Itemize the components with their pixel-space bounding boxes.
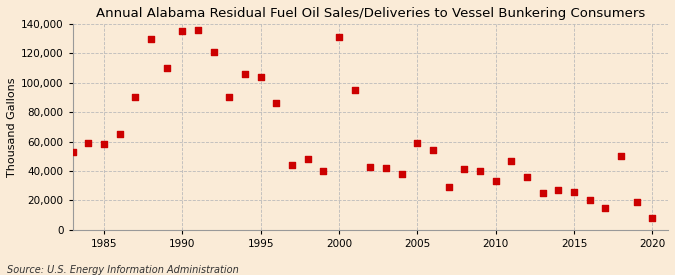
Point — [585, 198, 595, 203]
Point — [365, 164, 376, 169]
Point — [177, 29, 188, 34]
Point — [302, 157, 313, 161]
Point — [224, 95, 235, 100]
Title: Annual Alabama Residual Fuel Oil Sales/Deliveries to Vessel Bunkering Consumers: Annual Alabama Residual Fuel Oil Sales/D… — [96, 7, 645, 20]
Point — [537, 191, 548, 195]
Point — [350, 88, 360, 92]
Point — [522, 175, 533, 179]
Point — [647, 216, 658, 220]
Y-axis label: Thousand Gallons: Thousand Gallons — [7, 77, 17, 177]
Point — [192, 28, 203, 32]
Point — [506, 158, 517, 163]
Point — [459, 167, 470, 172]
Point — [568, 189, 579, 194]
Point — [161, 66, 172, 70]
Point — [333, 35, 344, 39]
Point — [600, 205, 611, 210]
Point — [68, 150, 78, 154]
Point — [381, 166, 392, 170]
Point — [428, 148, 439, 153]
Point — [443, 185, 454, 189]
Point — [209, 50, 219, 54]
Text: Source: U.S. Energy Information Administration: Source: U.S. Energy Information Administ… — [7, 265, 238, 275]
Point — [631, 200, 642, 204]
Point — [318, 169, 329, 173]
Point — [240, 72, 250, 76]
Point — [553, 188, 564, 192]
Point — [271, 101, 282, 106]
Point — [412, 141, 423, 145]
Point — [287, 163, 298, 167]
Point — [475, 169, 485, 173]
Point — [146, 36, 157, 41]
Point — [616, 154, 626, 158]
Point — [99, 142, 109, 147]
Point — [255, 75, 266, 79]
Point — [114, 132, 125, 136]
Point — [490, 179, 501, 183]
Point — [130, 95, 141, 100]
Point — [396, 172, 407, 176]
Point — [83, 141, 94, 145]
